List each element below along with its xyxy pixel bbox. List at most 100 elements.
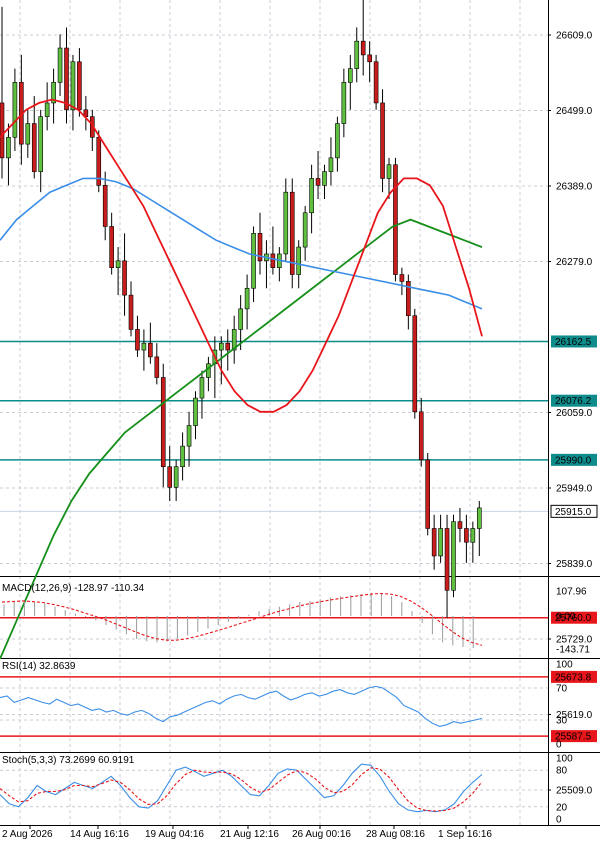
y-tick-label: 26059.0 [556, 408, 593, 419]
candle-body [341, 82, 347, 124]
candle-body [115, 260, 121, 268]
candle-body [393, 164, 398, 275]
candle-body [199, 377, 205, 399]
candle-body [160, 377, 166, 468]
candle-body [173, 466, 179, 488]
y-tick-label: 25619.0 [556, 710, 593, 721]
candle-body [96, 136, 102, 186]
candle-body [386, 164, 392, 179]
stoch-y-label: 0 [556, 815, 562, 826]
candle-body [109, 226, 114, 268]
level-label: 25587.5 [555, 732, 592, 743]
candle-body [367, 54, 372, 63]
rsi-y-label: 70 [556, 684, 568, 695]
y-tick-label: 26499.0 [556, 106, 593, 117]
candle-body [289, 191, 295, 275]
level-label-box [551, 394, 597, 407]
candle-body [257, 233, 263, 262]
candle-body [328, 157, 334, 172]
candle-body [6, 136, 11, 159]
candle-body [128, 294, 134, 330]
candle-body [122, 260, 127, 296]
y-tick-label: 26609.0 [556, 31, 593, 42]
stoch-y-label: 80 [556, 766, 568, 777]
macd-y-label: 107.96 [556, 587, 587, 598]
candle-body [64, 47, 69, 111]
candle-body [251, 233, 256, 289]
candle-body [270, 253, 276, 268]
stoch-y-label: 100 [556, 754, 573, 765]
level-label-box [551, 335, 597, 348]
rsi-line [0, 685, 483, 727]
candle-body [148, 342, 153, 358]
macd-hist-group [3, 592, 474, 649]
candle-body [12, 82, 18, 138]
stoch-label: Stoch(5,3,3) 73.2699 60.9191 [2, 755, 135, 766]
y-tick-label: 25839.0 [556, 559, 593, 570]
candle-body [225, 342, 231, 351]
candle-body [77, 61, 82, 111]
candle-body [238, 308, 243, 330]
level-label-box [551, 453, 597, 466]
candle-body [470, 528, 476, 543]
stoch-k-line [0, 763, 483, 813]
ma-fast-line [0, 98, 483, 413]
candle-body [70, 61, 76, 111]
level-label: 25760.0 [555, 613, 592, 624]
candle-body [44, 102, 50, 117]
current-price-box [550, 504, 598, 518]
rsi-label: RSI(14) 32.8639 [2, 661, 76, 672]
level-label: 25673.8 [555, 672, 592, 683]
candle-body [141, 342, 147, 351]
candle-body [335, 123, 340, 159]
y-tick-label: 25949.0 [556, 484, 593, 495]
candle-body [406, 281, 411, 317]
rsi-y-label: 30 [556, 716, 568, 727]
candle-body [464, 528, 469, 543]
x-tick-label: 19 Aug 04:16 [145, 829, 204, 840]
candle-body [309, 178, 314, 214]
y-tick-label: 26389.0 [556, 182, 593, 193]
level-label: 26076.2 [555, 396, 592, 407]
y-tick-label: 26279.0 [556, 257, 593, 268]
candles-group [0, 0, 482, 618]
candle-body [302, 212, 308, 248]
candle-body [354, 40, 360, 69]
candle-body [373, 61, 379, 104]
candle-body [193, 397, 198, 426]
x-tick-label: 2 Aug 2026 [2, 829, 53, 840]
macd-label: MACD(12,26,9) -128.97 -110.34 [2, 583, 145, 594]
candle-body [0, 102, 5, 159]
candle-body [444, 528, 450, 591]
current-price-label: 25915.0 [555, 507, 592, 518]
candle-body [457, 521, 463, 529]
level-label: 25990.0 [555, 455, 592, 466]
candle-body [360, 40, 366, 56]
candle-body [186, 425, 192, 447]
candle-body [347, 68, 353, 83]
level-label: 26162.5 [555, 337, 592, 348]
candle-body [425, 459, 431, 529]
candle-body [180, 445, 185, 468]
rsi-y-label: 100 [556, 660, 573, 671]
x-tick-label: 26 Aug 00:16 [292, 829, 351, 840]
candle-body [244, 287, 250, 310]
candle-body [231, 329, 237, 351]
candle-body [476, 507, 482, 529]
rsi-y-label: 0 [556, 740, 562, 751]
candle-body [380, 102, 385, 179]
candle-body [135, 329, 140, 351]
candle-body [31, 123, 37, 172]
candle-body [412, 315, 418, 413]
candle-body [399, 274, 405, 282]
candle-body [296, 246, 302, 275]
candle-body [438, 528, 443, 557]
candle-body [418, 411, 424, 461]
candle-body [283, 191, 289, 255]
ma-mid-line [0, 177, 483, 310]
grid-group [0, 0, 548, 825]
x-tick-label: 28 Aug 08:16 [366, 829, 425, 840]
ma-slow-line [0, 218, 483, 660]
x-tick-label: 1 Sep 16:16 [438, 829, 492, 840]
